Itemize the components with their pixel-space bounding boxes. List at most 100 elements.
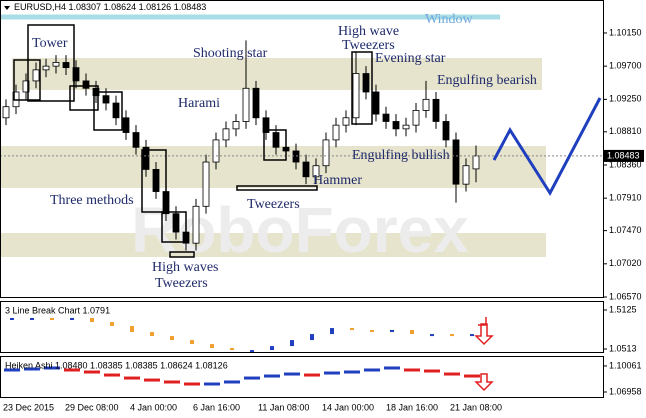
x-tick-label: 6 Jan 16:00 [193,402,240,412]
candle-body [412,110,420,126]
annotation: Shooting star [193,46,268,61]
brick [190,340,194,345]
candle-body [392,121,400,130]
candle-body [342,117,350,126]
annotation: Three methods [50,193,134,208]
brick [350,328,354,331]
candle-body [452,139,460,185]
watermark: RoboForex [131,194,469,266]
candle-body [312,165,320,178]
brick [370,330,374,333]
candle-body [152,169,160,192]
ha-candle [24,367,40,371]
candle-body [382,113,390,122]
y-tick-label: 1.08360 [609,159,642,169]
candle-body [242,87,250,122]
brick [170,336,174,341]
y-tick-label: 1.0513 [609,343,637,353]
candle-body [232,121,240,130]
candle-body [42,65,50,71]
candle-body [262,117,270,133]
x-tick-label: 4 Jan 00:00 [130,402,177,412]
candle-body [422,98,430,111]
ha-candle [324,371,340,375]
ha-candle [424,369,440,373]
close: 1.08483 [174,2,207,12]
y-tick-label: 1.09250 [609,94,642,104]
price-label: 1.08483 [607,150,640,160]
pattern-box [161,211,187,243]
x-tick-label: 18 Jan 16:00 [386,402,438,412]
ha-candle [224,380,240,384]
annotation: Tweezers [342,38,395,53]
candle-body [172,213,180,233]
candle-body [32,69,40,82]
candle-body [302,161,310,178]
low: 1.08126 [139,2,172,12]
annotation: Engulfing bearish [437,73,537,88]
candle-body [132,132,140,148]
candle-body [362,73,370,93]
ha-candle [304,373,320,377]
pattern-box [169,251,195,258]
brick [130,326,134,333]
pattern-box [351,51,373,125]
ha-candle [204,382,220,386]
candle-body [432,98,440,122]
ha-candle [284,372,300,376]
y-tick-label: 1.5125 [609,304,637,314]
x-tick-label: 23 Dec 2015 [3,402,54,412]
line-break-panel [10,317,474,353]
brick [450,334,454,337]
pattern-box [263,129,287,161]
x-tick-label: 21 Jan 08:00 [450,402,502,412]
menu-arrow[interactable] [4,6,10,10]
candle-body [372,91,380,115]
candle-body [292,150,300,163]
x-tick-label: 14 Jan 00:00 [322,402,374,412]
brick [310,334,314,341]
ha-candle [404,368,420,372]
ha-candle [164,380,180,384]
x-tick-label: 11 Jan 08:00 [258,402,309,412]
candle-body [82,80,90,89]
heiken-ashi-panel [4,366,480,386]
y-tick-label: 1.06958 [609,386,642,396]
candle-body [212,139,220,163]
annotation: High waves [152,260,219,275]
pattern-box [13,59,41,101]
main-frame [0,0,604,298]
panel-frame [0,301,604,353]
ha-candle [264,374,280,378]
brick [210,344,214,349]
main-plot: 1.08483 [0,40,644,251]
y-tick-label: 1.07020 [609,258,642,268]
pattern-box [93,91,123,131]
y-tick-label: 1.07910 [609,193,642,203]
ha-candle [244,376,260,380]
brick [30,317,34,320]
annotation: Tower [32,36,68,51]
open: 1.08307 [69,2,102,12]
ha-candle [84,370,100,374]
y-tick-label: 1.09700 [609,61,642,71]
ha-candle [104,373,120,377]
symbol: EURUSD,H4 [14,2,66,12]
signal-arrow [474,317,494,346]
candle-body [272,132,280,148]
y-tick-label: 1.08810 [609,126,642,136]
annotation: Tweezers [247,197,300,212]
candle-body [62,62,70,69]
panel-frame [0,356,604,398]
candle-body [22,80,30,93]
candle-body [142,146,150,170]
candle-body [102,95,110,104]
brick [90,317,94,323]
support-zone [0,233,546,257]
candle-body [72,67,80,82]
candle-body [352,73,360,119]
annotation: Evening star [375,51,446,66]
annotation: Hammer [313,173,362,188]
candle-body [472,155,480,170]
annotation: Tweezers [155,276,208,291]
